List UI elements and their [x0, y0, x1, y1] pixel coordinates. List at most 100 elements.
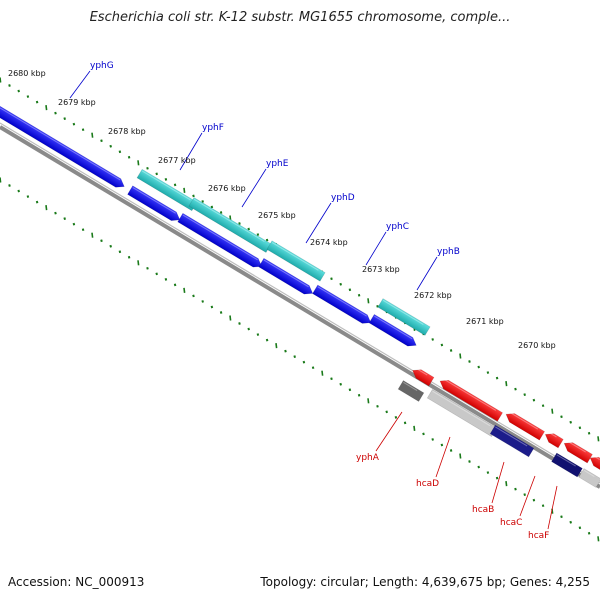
tick-mark	[376, 404, 379, 408]
tick-mark	[578, 526, 582, 530]
cds-forward[interactable]	[0, 104, 127, 191]
scale-tick-rings	[0, 77, 600, 542]
tick-mark	[137, 160, 140, 166]
tick-mark	[311, 366, 315, 370]
cds-reverse[interactable]	[543, 430, 564, 449]
tick-mark	[72, 222, 76, 226]
tick-mark	[357, 393, 361, 397]
chromosome-backbone-highlight	[0, 122, 600, 484]
gene-label-yphG: yphG	[90, 61, 114, 71]
tick-mark	[367, 398, 370, 404]
tick-mark	[449, 349, 453, 352]
tick-mark	[505, 481, 508, 487]
tick-mark	[597, 536, 600, 542]
tick-mark	[155, 272, 158, 276]
tick-mark	[523, 493, 526, 497]
gene-label-yphF: yphF	[202, 123, 224, 133]
tick-mark	[459, 353, 462, 359]
scale-label: 2670 kbp	[518, 341, 556, 350]
tick-mark	[8, 84, 11, 87]
tick-mark	[210, 205, 214, 209]
leader-line	[241, 168, 267, 208]
tick-mark	[293, 355, 296, 359]
scale-label: 2676 kbp	[208, 184, 246, 193]
gene-label-hcaD: hcaD	[416, 479, 439, 489]
gene-reverse[interactable]	[551, 452, 583, 478]
gene-reverse[interactable]	[426, 389, 498, 437]
tick-mark	[229, 315, 232, 321]
tick-mark	[330, 277, 333, 281]
cds-reverse[interactable]	[503, 410, 545, 441]
cds-forward[interactable]	[312, 284, 374, 327]
tick-mark	[440, 443, 444, 447]
tick-mark	[118, 250, 122, 254]
tick-mark	[173, 183, 177, 187]
tick-mark	[431, 438, 434, 441]
tick-mark	[265, 238, 269, 242]
tick-mark	[348, 388, 352, 392]
tick-mark	[219, 211, 223, 214]
map-title: Escherichia coli str. K-12 substr. MG165…	[89, 10, 511, 25]
tick-mark	[597, 436, 600, 442]
tick-mark	[431, 338, 434, 341]
tick-mark	[183, 187, 186, 193]
tick-mark	[357, 293, 361, 297]
scale-label: 2677 kbp	[158, 156, 196, 165]
tick-mark	[91, 132, 94, 138]
tick-mark	[146, 266, 149, 270]
gene-reverse[interactable]	[489, 424, 535, 458]
cds-forward[interactable]	[258, 257, 316, 297]
tick-mark	[339, 282, 342, 286]
tick-mark	[459, 453, 462, 459]
outer-tick-ring	[0, 77, 600, 442]
tick-mark	[541, 404, 545, 408]
tick-mark	[449, 449, 453, 452]
gene-reverse[interactable]	[578, 468, 600, 488]
tick-mark	[100, 139, 103, 143]
tick-mark	[495, 376, 499, 380]
cds-forward[interactable]	[177, 212, 265, 270]
gene-forward[interactable]	[266, 240, 326, 282]
cds-forward[interactable]	[368, 313, 419, 349]
tick-mark	[385, 410, 388, 414]
tick-mark	[109, 144, 112, 148]
tick-mark	[164, 277, 168, 281]
tick-mark	[569, 420, 572, 424]
tick-mark	[81, 128, 85, 132]
gene-forward[interactable]	[136, 168, 198, 212]
tick-mark	[560, 415, 563, 419]
cds-reverse[interactable]	[562, 439, 593, 464]
tick-mark	[403, 421, 407, 425]
tick-mark	[330, 377, 333, 381]
gene-reverse[interactable]	[397, 380, 425, 402]
tick-mark	[54, 211, 57, 215]
scale-label: 2679 kbp	[58, 98, 96, 107]
cds-reverse[interactable]	[588, 454, 600, 471]
gene-forward[interactable]	[377, 298, 431, 336]
cds-reverse[interactable]	[437, 377, 503, 422]
leader-line	[179, 132, 203, 171]
cds-reverse[interactable]	[410, 366, 435, 387]
tick-mark	[72, 122, 76, 126]
tick-mark	[35, 100, 39, 104]
tick-mark	[275, 343, 278, 349]
tick-mark	[137, 260, 140, 266]
tick-mark	[468, 360, 471, 363]
scale-label: 2675 kbp	[258, 211, 296, 220]
tick-mark	[302, 360, 306, 364]
tick-mark	[247, 327, 250, 331]
tick-mark	[210, 305, 214, 309]
gene-forward[interactable]	[188, 197, 272, 253]
tick-mark	[560, 515, 563, 519]
tick-mark	[284, 349, 287, 353]
gene-features[interactable]	[0, 104, 600, 488]
cds-forward[interactable]	[127, 185, 183, 224]
leader-line	[305, 202, 332, 244]
tick-mark	[477, 365, 480, 369]
gene-label-yphA: yphA	[356, 453, 380, 463]
tick-mark	[394, 415, 398, 419]
tick-mark	[164, 177, 168, 181]
tick-mark	[45, 105, 48, 111]
tick-mark	[238, 322, 241, 325]
